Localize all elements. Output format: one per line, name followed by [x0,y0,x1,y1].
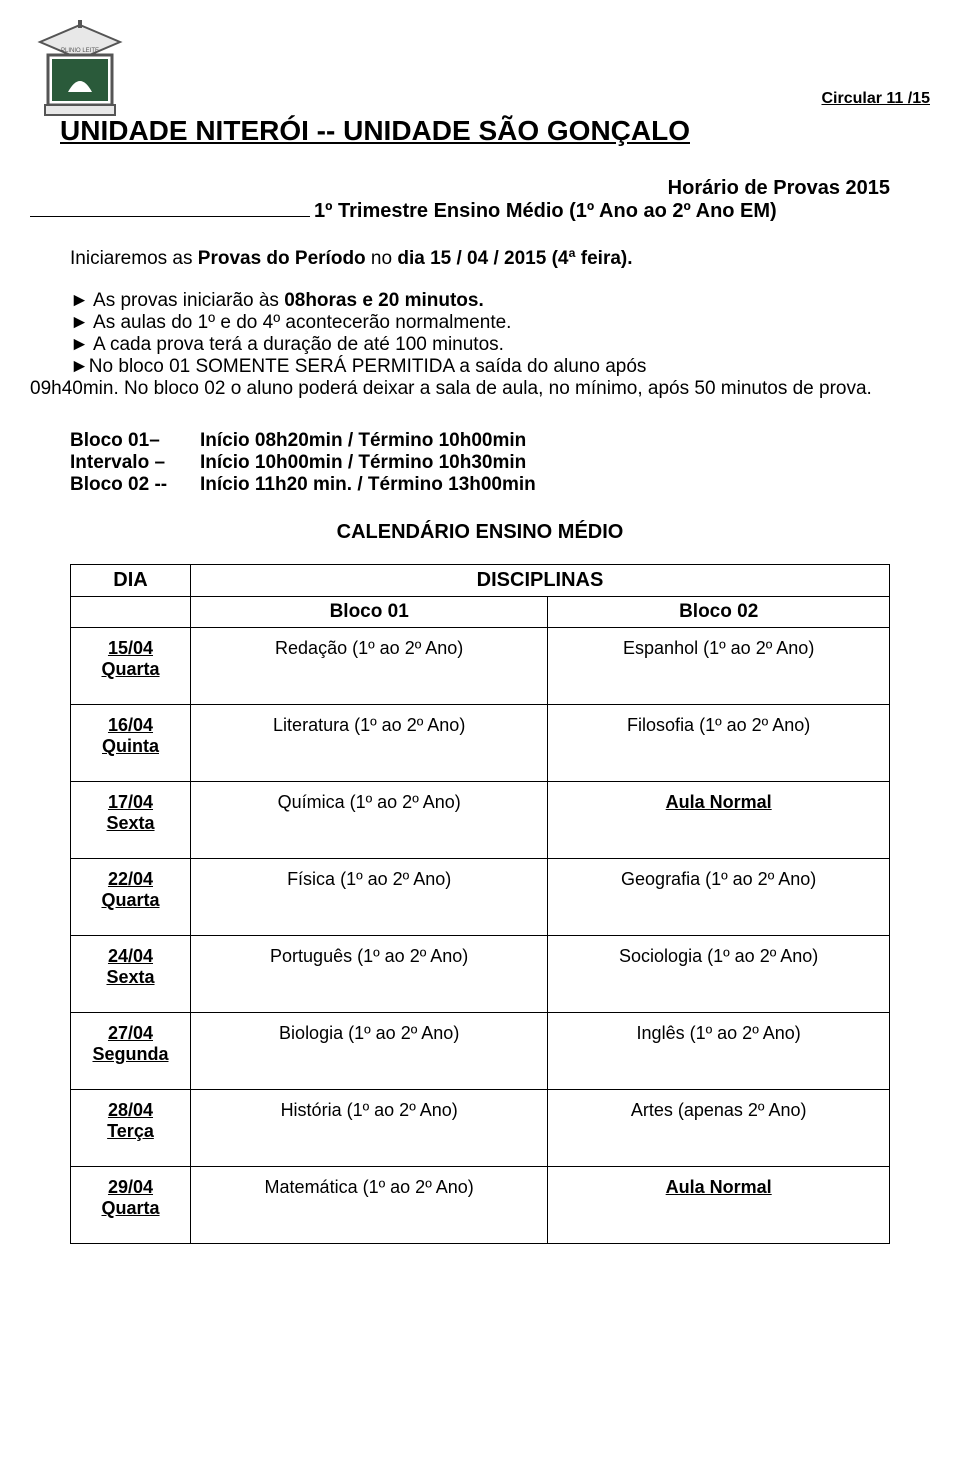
bloco01-cell: Redação (1º ao 2º Ano) [191,628,548,705]
weekday-label: Quinta [79,736,182,757]
svg-text:PLINIO LEITE: PLINIO LEITE [61,48,99,54]
bloco02-cell: Sociologia (1º ao 2º Ano) [548,936,890,1013]
bloco01-cell: Literatura (1º ao 2º Ano) [191,705,548,782]
dia-header: DIA [71,565,191,597]
bullet-3: ► A cada prova terá a duração de até 100… [70,334,930,356]
date-label: 22/04 [79,869,182,890]
block2-label: Bloco 02 -- [70,474,200,496]
weekday-label: Sexta [79,813,182,834]
intro-prefix: Iniciaremos as [70,248,198,269]
day-cell: 22/04Quarta [71,859,191,936]
intro-bold1: Provas do Período [198,248,366,269]
circular-label: Circular 11 /15 [821,90,930,108]
bloco02-cell: Geografia (1º ao 2º Ano) [548,859,890,936]
bloco02-cell: Aula Normal [548,782,890,859]
date-label: 17/04 [79,792,182,813]
school-logo: PLINIO LEITE [30,20,130,125]
disciplinas-header: DISCIPLINAS [191,565,890,597]
date-label: 24/04 [79,946,182,967]
bullet-1-bold: 08horas e 20 minutos. [284,290,484,311]
weekday-label: Terça [79,1121,182,1142]
table-header-row-1: DIA DISCIPLINAS [71,565,890,597]
block-row-3: Bloco 02 -- Início 11h20 min. / Término … [70,474,930,496]
header-row: PLINIO LEITE Circular 11 /15 [30,20,930,125]
bullet-2: ► As aulas do 1º e do 4º acontecerão nor… [70,312,930,334]
date-label: 29/04 [79,1177,182,1198]
schedule-table: DIA DISCIPLINAS Bloco 01 Bloco 02 15/04Q… [70,564,890,1244]
bloco02-cell: Artes (apenas 2º Ano) [548,1090,890,1167]
bloco02-cell: Espanhol (1º ao 2º Ano) [548,628,890,705]
weekday-label: Quarta [79,890,182,911]
bullet-4-line1: ►No bloco 01 SOMENTE SERÁ PERMITIDA a sa… [70,356,930,378]
bloco01-cell: Matemática (1º ao 2º Ano) [191,1167,548,1244]
subtitle-block: Horário de Provas 2015 1º Trimestre Ensi… [30,177,930,223]
block2-value: Início 11h20 min. / Término 13h00min [200,474,536,496]
page-title: UNIDADE NITERÓI -- UNIDADE SÃO GONÇALO [60,115,930,147]
intervalo-value: Início 10h00min / Término 10h30min [200,452,526,474]
bullet-1-pre: ► As provas iniciarão às [70,290,284,311]
intro-mid: no [366,248,398,269]
bullet-4-line2: 09h40min. No bloco 02 o aluno poderá dei… [30,378,930,400]
block1-label: Bloco 01– [70,430,200,452]
day-cell: 29/04Quarta [71,1167,191,1244]
date-label: 16/04 [79,715,182,736]
bloco02-cell: Aula Normal [548,1167,890,1244]
aula-normal-label: Aula Normal [666,792,772,812]
table-row: 28/04TerçaHistória (1º ao 2º Ano)Artes (… [71,1090,890,1167]
date-label: 15/04 [79,638,182,659]
table-row: 15/04QuartaRedação (1º ao 2º Ano)Espanho… [71,628,890,705]
table-row: 17/04SextaQuímica (1º ao 2º Ano)Aula Nor… [71,782,890,859]
calendar-title: CALENDÁRIO ENSINO MÉDIO [30,521,930,544]
date-label: 28/04 [79,1100,182,1121]
subtitle-line2-text: 1º Trimestre Ensino Médio (1º Ano ao 2º … [314,200,777,223]
bloco01-header: Bloco 01 [191,597,548,628]
bloco01-cell: Física (1º ao 2º Ano) [191,859,548,936]
day-cell: 28/04Terça [71,1090,191,1167]
bloco01-cell: Português (1º ao 2º Ano) [191,936,548,1013]
bloco02-cell: Filosofia (1º ao 2º Ano) [548,705,890,782]
bloco01-cell: Química (1º ao 2º Ano) [191,782,548,859]
table-row: 16/04QuintaLiteratura (1º ao 2º Ano)Filo… [71,705,890,782]
subtitle-line1: Horário de Provas 2015 [30,177,930,200]
bloco01-cell: História (1º ao 2º Ano) [191,1090,548,1167]
weekday-label: Quarta [79,659,182,680]
day-cell: 16/04Quinta [71,705,191,782]
bullet-1: ► As provas iniciarão às 08horas e 20 mi… [70,290,930,312]
table-row: 22/04QuartaFísica (1º ao 2º Ano)Geografi… [71,859,890,936]
block-row-2: Intervalo – Início 10h00min / Término 10… [70,452,930,474]
intro-paragraph: Iniciaremos as Provas do Período no dia … [70,248,930,270]
blank-cell [71,597,191,628]
table-row: 29/04QuartaMatemática (1º ao 2º Ano)Aula… [71,1167,890,1244]
blocks-section: Bloco 01– Início 08h20min / Término 10h0… [70,430,930,496]
weekday-label: Quarta [79,1198,182,1219]
block1-value: Início 08h20min / Término 10h00min [200,430,526,452]
day-cell: 15/04Quarta [71,628,191,705]
bloco01-cell: Biologia (1º ao 2º Ano) [191,1013,548,1090]
intervalo-label: Intervalo – [70,452,200,474]
bloco02-cell: Inglês (1º ao 2º Ano) [548,1013,890,1090]
day-cell: 27/04Segunda [71,1013,191,1090]
aula-normal-label: Aula Normal [666,1177,772,1197]
weekday-label: Sexta [79,967,182,988]
date-label: 27/04 [79,1023,182,1044]
bullet-list: ► As provas iniciarão às 08horas e 20 mi… [30,290,930,400]
schedule-table-wrap: DIA DISCIPLINAS Bloco 01 Bloco 02 15/04Q… [70,564,890,1244]
block-row-1: Bloco 01– Início 08h20min / Término 10h0… [70,430,930,452]
table-row: 24/04SextaPortuguês (1º ao 2º Ano)Sociol… [71,936,890,1013]
intro-bold2: dia 15 / 04 / 2015 (4ª feira). [397,248,632,269]
subtitle-line2: 1º Trimestre Ensino Médio (1º Ano ao 2º … [30,200,930,223]
day-cell: 17/04Sexta [71,782,191,859]
weekday-label: Segunda [79,1044,182,1065]
bloco02-header: Bloco 02 [548,597,890,628]
blank-underline [30,216,310,217]
table-row: 27/04SegundaBiologia (1º ao 2º Ano)Inglê… [71,1013,890,1090]
day-cell: 24/04Sexta [71,936,191,1013]
table-header-row-2: Bloco 01 Bloco 02 [71,597,890,628]
